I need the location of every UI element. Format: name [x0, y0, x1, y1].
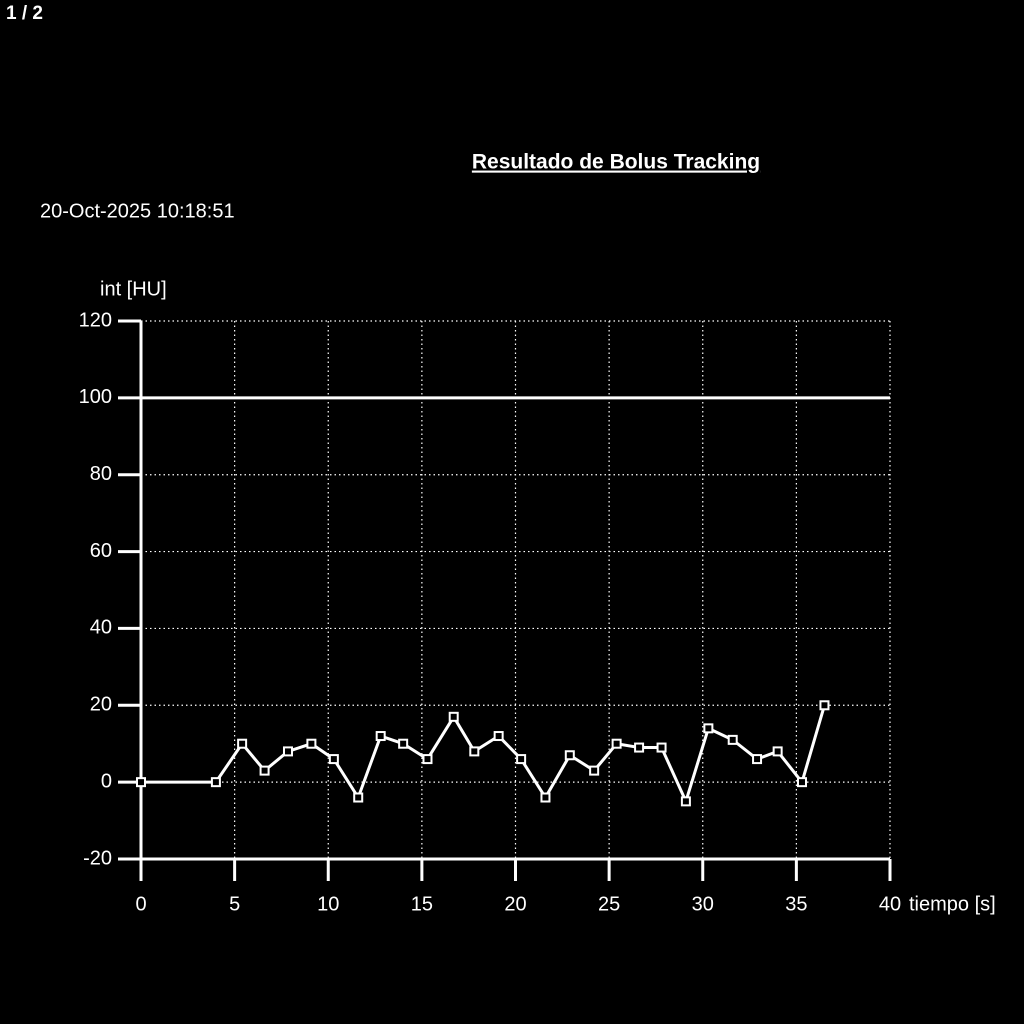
data-point — [656, 742, 667, 753]
y-tick-label: 0 — [101, 770, 112, 792]
data-point — [422, 754, 433, 765]
y-tick-label: 20 — [90, 694, 112, 716]
y-axis-label: int [HU] — [100, 278, 167, 300]
data-point — [540, 792, 551, 803]
timestamp: 20-Oct-2025 10:18:51 — [40, 200, 235, 222]
x-tick-label: 15 — [411, 893, 433, 915]
data-point — [634, 742, 645, 753]
data-point — [796, 777, 807, 788]
data-point — [306, 738, 317, 749]
y-tick-label: -20 — [83, 847, 112, 869]
data-point — [353, 792, 364, 803]
x-tick-label: 25 — [598, 893, 620, 915]
data-point — [328, 754, 339, 765]
y-tick-label: 120 — [79, 309, 112, 331]
x-tick-label: 35 — [785, 893, 807, 915]
y-tick-label: 60 — [90, 540, 112, 562]
data-point — [136, 777, 146, 788]
data-point — [819, 700, 830, 711]
x-tick-label: 20 — [504, 893, 526, 915]
chart-title: Resultado de Bolus Tracking — [472, 151, 760, 174]
data-point — [469, 746, 480, 757]
data-point — [448, 711, 459, 722]
data-point — [564, 750, 575, 761]
page-indicator: 1 / 2 — [6, 3, 43, 24]
y-tick-label: 100 — [79, 386, 112, 408]
data-point — [727, 734, 738, 745]
data-line — [141, 704, 826, 803]
data-point — [282, 746, 293, 757]
data-point — [237, 738, 248, 749]
data-point — [259, 765, 270, 776]
x-tick-label: 40 — [879, 893, 901, 915]
x-tick-label: 0 — [135, 893, 146, 915]
x-tick-label: 10 — [317, 893, 339, 915]
data-point — [772, 746, 783, 757]
data-point — [375, 731, 386, 742]
data-point — [210, 777, 221, 788]
x-tick-label: 30 — [692, 893, 714, 915]
y-tick-label: 40 — [90, 617, 112, 639]
data-point — [611, 738, 622, 749]
data-point — [752, 754, 763, 765]
data-point — [680, 796, 691, 807]
data-point — [398, 738, 409, 749]
data-point — [493, 731, 504, 742]
data-point — [516, 754, 527, 765]
x-axis-label: tiempo [s] — [909, 893, 996, 915]
data-point — [589, 765, 600, 776]
data-point — [703, 723, 714, 734]
y-tick-label: 80 — [90, 463, 112, 485]
x-tick-label: 5 — [229, 893, 240, 915]
